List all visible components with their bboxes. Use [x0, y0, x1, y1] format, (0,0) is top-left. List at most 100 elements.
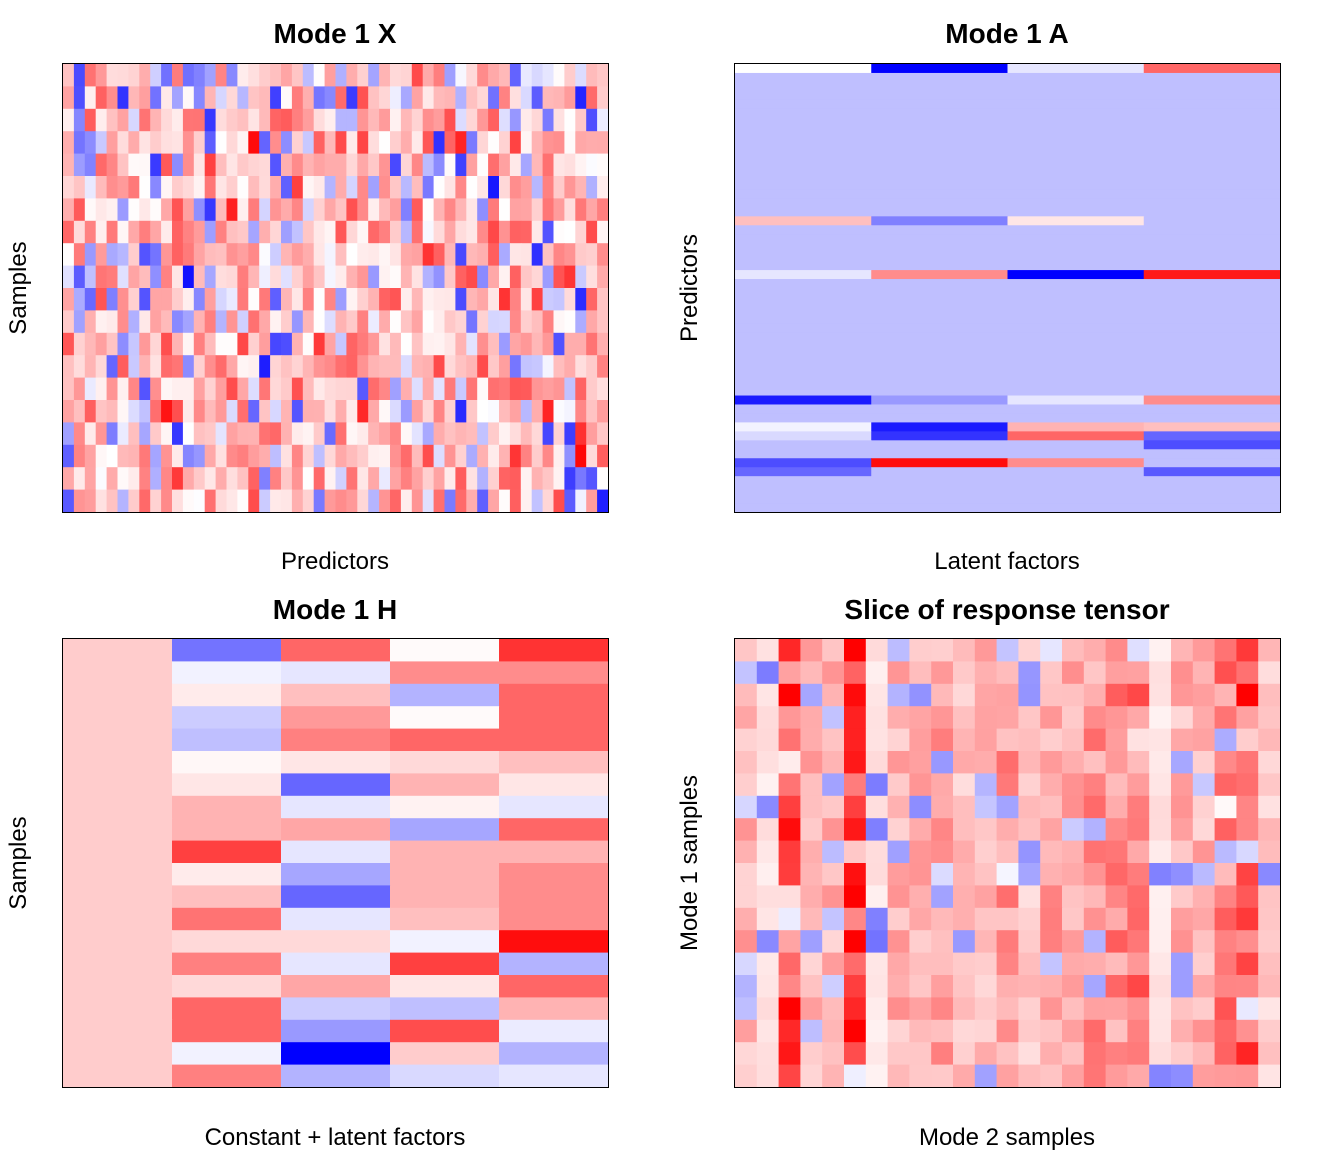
heatmap-cell — [128, 265, 140, 289]
heatmap-cell — [520, 355, 533, 379]
heatmap-cell — [542, 198, 555, 222]
heatmap-cell — [1062, 661, 1085, 685]
heatmap-cell — [259, 176, 271, 199]
heatmap-cell — [735, 288, 872, 298]
heatmap-cell — [996, 639, 1019, 662]
heatmap-cell — [974, 773, 998, 797]
heatmap-cell — [73, 332, 86, 356]
heatmap-cell — [564, 220, 576, 244]
heatmap-cell — [259, 444, 271, 468]
heatmap-cell — [313, 64, 326, 87]
heatmap-cell — [800, 706, 823, 730]
heatmap-cell — [390, 377, 402, 401]
heatmap-cell — [117, 422, 129, 446]
heatmap-cell — [291, 243, 304, 267]
heatmap-cell — [204, 198, 217, 222]
heatmap-cell — [117, 288, 129, 311]
heatmap-cell — [953, 728, 976, 752]
heatmap-cell — [974, 840, 998, 864]
heatmap-cell — [887, 1042, 910, 1066]
heatmap-cell — [172, 751, 282, 774]
heatmap-cell — [400, 131, 413, 155]
heatmap-cell — [150, 467, 162, 491]
heatmap-cell — [1143, 126, 1281, 137]
heatmap-cell — [335, 444, 347, 468]
heatmap-cell — [865, 930, 889, 954]
heatmap-cell — [259, 355, 271, 379]
heatmap-cell — [161, 131, 173, 155]
heatmap-cell — [1007, 90, 1145, 101]
heatmap-cell — [281, 489, 293, 513]
heatmap-cell — [909, 952, 932, 976]
heatmap-cell — [499, 288, 511, 311]
heatmap-cell — [390, 683, 500, 707]
heatmap-cell — [542, 288, 555, 311]
heatmap-cell — [477, 332, 489, 356]
heatmap-cell — [1105, 751, 1128, 774]
heatmap-cell — [800, 975, 823, 998]
heatmap-cell — [84, 310, 97, 334]
heatmap-cell — [800, 1064, 823, 1088]
heatmap-cell — [1214, 840, 1237, 864]
heatmap-cell — [499, 86, 511, 110]
heatmap-cell — [346, 153, 358, 177]
heatmap-cell — [996, 661, 1019, 685]
heatmap-cell — [1018, 773, 1041, 797]
heatmap-cell — [128, 176, 140, 199]
heatmap-cell — [248, 243, 260, 267]
heatmap-cell — [1062, 728, 1085, 752]
heatmap-cell — [499, 220, 511, 244]
x-axis-label: Mode 2 samples — [919, 1124, 1095, 1151]
heatmap-cell — [756, 661, 780, 685]
heatmap-cell — [313, 176, 326, 199]
heatmap-cell — [117, 355, 129, 379]
heatmap-cell — [871, 341, 1009, 352]
heatmap-cell — [335, 153, 347, 177]
heatmap-cell — [1062, 751, 1085, 774]
heatmap-cell — [422, 220, 435, 244]
heatmap-cell — [1105, 863, 1128, 886]
heatmap-cell — [161, 310, 173, 334]
heatmap-cell — [95, 265, 108, 289]
heatmap-cell — [564, 153, 576, 177]
heatmap-cell — [931, 840, 954, 864]
heatmap-cell — [357, 176, 369, 199]
heatmap-cell — [1083, 975, 1107, 998]
heatmap-cell — [974, 930, 998, 954]
heatmap-cell — [379, 400, 391, 423]
heatmap-cell — [871, 180, 1009, 191]
heatmap-cell — [400, 310, 413, 334]
heatmap-cell — [871, 279, 1009, 289]
heatmap-cell — [871, 126, 1009, 137]
heatmap-cell — [822, 1042, 845, 1066]
heatmap-cell — [974, 751, 998, 774]
heatmap-cell — [291, 400, 304, 423]
heatmap-cell — [324, 131, 337, 155]
heatmap-cell — [1143, 216, 1281, 226]
heatmap-cell — [248, 220, 260, 244]
heatmap-cell — [281, 683, 391, 707]
heatmap-cell — [215, 467, 228, 491]
heatmap-cell — [1062, 706, 1085, 730]
heatmap-cell — [193, 377, 206, 401]
heatmap-cell — [499, 131, 511, 155]
heatmap-cell — [1062, 975, 1085, 998]
heatmap-cell — [1040, 728, 1063, 752]
heatmap-cell — [1007, 153, 1145, 164]
heatmap-cell — [172, 489, 184, 513]
heatmap-cell — [226, 131, 238, 155]
heatmap-cell — [346, 64, 358, 87]
heatmap-cell — [313, 422, 326, 446]
heatmap-cell — [324, 220, 337, 244]
heatmap-cell — [172, 1042, 282, 1066]
heatmap-cell — [1143, 485, 1281, 495]
heatmap-cell — [542, 176, 555, 199]
heatmap-cell — [63, 885, 173, 909]
heatmap-cell — [520, 265, 533, 289]
heatmap-cell — [400, 108, 413, 132]
heatmap-cell — [84, 422, 97, 446]
heatmap-cell — [756, 952, 780, 976]
heatmap-cell — [172, 332, 184, 356]
heatmap-cell — [259, 220, 271, 244]
panel-response-slice: Slice of response tensor Mode 2 samples … — [676, 594, 1281, 1151]
